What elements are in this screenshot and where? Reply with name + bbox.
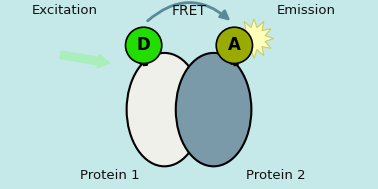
Text: FRET: FRET [172,4,206,18]
Polygon shape [234,19,274,58]
Ellipse shape [176,53,251,166]
Text: A: A [228,36,241,54]
Ellipse shape [127,53,202,166]
Text: Excitation: Excitation [31,4,97,17]
Circle shape [125,27,162,64]
Circle shape [216,27,253,64]
Text: Emission: Emission [277,4,336,17]
Text: D: D [137,36,150,54]
Text: Protein 2: Protein 2 [246,169,306,182]
Text: Protein 1: Protein 1 [80,169,139,182]
FancyArrow shape [60,51,110,68]
